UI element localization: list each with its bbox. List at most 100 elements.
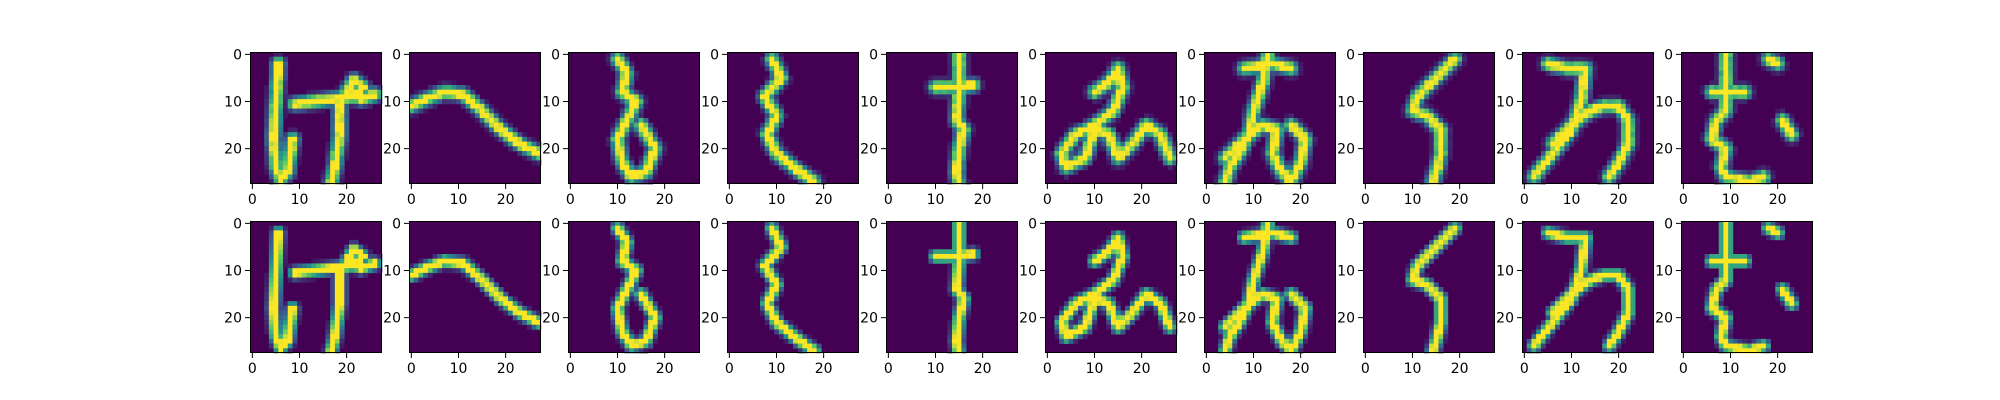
pixel — [1115, 132, 1121, 138]
pixel — [283, 165, 289, 171]
pixel — [952, 179, 958, 185]
pixel — [1288, 230, 1294, 236]
pixel — [1087, 141, 1093, 147]
pixel — [769, 70, 775, 76]
pixel — [624, 225, 630, 231]
pixel — [1718, 89, 1724, 95]
pixel — [1111, 99, 1117, 105]
pixel — [268, 94, 274, 100]
pixel — [1293, 174, 1299, 180]
pixel — [961, 165, 967, 171]
pixel — [1737, 85, 1743, 91]
pixel — [1555, 320, 1561, 326]
pixel — [1592, 108, 1598, 114]
pixel — [339, 113, 345, 119]
pixel — [1625, 315, 1631, 321]
pixel — [1443, 169, 1449, 175]
pixel — [1789, 136, 1795, 142]
pixel — [264, 103, 270, 109]
pixel — [1433, 320, 1439, 326]
pixel — [503, 310, 509, 316]
pixel — [619, 151, 625, 157]
pixel — [1625, 108, 1631, 114]
pixel — [1751, 338, 1757, 344]
pixel — [283, 132, 289, 138]
pixel — [615, 329, 621, 335]
pixel — [268, 127, 274, 133]
pixel — [1602, 99, 1608, 105]
pixel — [273, 66, 279, 72]
pixel — [1270, 249, 1276, 255]
pixel — [1265, 244, 1271, 250]
pixel — [1255, 122, 1261, 128]
pixel — [325, 324, 331, 330]
pixel — [1125, 235, 1131, 241]
pixel — [1630, 146, 1636, 152]
pixel — [377, 94, 383, 100]
pixel — [624, 75, 630, 81]
pixel — [778, 315, 784, 321]
pixel — [1087, 296, 1093, 302]
pixel — [778, 113, 784, 119]
pixel — [287, 141, 293, 147]
pixel — [1723, 155, 1729, 161]
pixel — [1447, 151, 1453, 157]
pixel — [764, 151, 770, 157]
pixel — [634, 118, 640, 124]
pixel — [536, 155, 542, 161]
pixel — [778, 254, 784, 260]
pixel — [1723, 310, 1729, 316]
pixel — [1111, 258, 1117, 264]
pixel — [947, 122, 953, 128]
pixel — [952, 169, 958, 175]
pixel — [1115, 301, 1121, 307]
pixel — [1597, 277, 1603, 283]
pixel — [652, 315, 658, 321]
pixel — [652, 320, 658, 326]
pixel — [638, 291, 644, 297]
pixel — [648, 155, 654, 161]
pixel — [339, 151, 345, 157]
pixel — [1068, 155, 1074, 161]
pixel — [353, 272, 359, 278]
pixel — [970, 122, 976, 128]
pixel — [311, 272, 317, 278]
pixel — [268, 151, 274, 157]
pixel — [1573, 127, 1579, 133]
pixel — [1073, 160, 1079, 166]
pixel — [1625, 132, 1631, 138]
pixel — [273, 324, 279, 330]
pixel — [1583, 66, 1589, 72]
pixel — [1054, 169, 1060, 175]
pixel — [1265, 320, 1271, 326]
pixel — [283, 70, 289, 76]
pixel — [1742, 343, 1748, 349]
pixel — [1559, 291, 1565, 297]
pixel — [1756, 174, 1762, 180]
pixel — [264, 287, 270, 293]
pixel — [1635, 122, 1641, 128]
pixel — [1293, 235, 1299, 241]
pixel — [475, 99, 481, 105]
pixel — [1588, 75, 1594, 81]
pixel — [1265, 113, 1271, 119]
pixel — [643, 165, 649, 171]
pixel — [287, 165, 293, 171]
pixel — [1540, 141, 1546, 147]
pixel — [334, 118, 340, 124]
pixel — [268, 132, 274, 138]
pixel — [1111, 160, 1117, 166]
pixel — [1583, 70, 1589, 76]
pixel — [1134, 127, 1140, 133]
pixel — [1246, 99, 1252, 105]
pixel — [1414, 272, 1420, 278]
pixel — [947, 169, 953, 175]
pixel — [961, 287, 967, 293]
pixel — [320, 108, 326, 114]
pixel — [1246, 56, 1252, 62]
pixel — [339, 141, 345, 147]
pixel — [624, 230, 630, 236]
pixel — [292, 277, 298, 283]
pixel — [1274, 136, 1280, 142]
pixel — [643, 146, 649, 152]
